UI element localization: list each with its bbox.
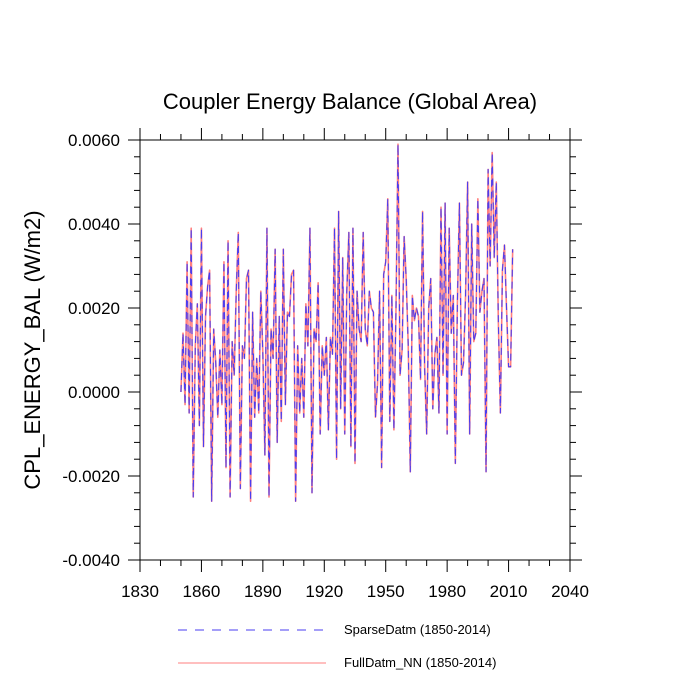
- chart-title: Coupler Energy Balance (Global Area): [163, 89, 537, 114]
- x-tick-label: 1830: [121, 582, 159, 601]
- plot-frame: [139, 139, 571, 561]
- x-tick-label: 1860: [183, 582, 221, 601]
- x-tick-label: 1920: [305, 582, 343, 601]
- series-line-sparsedatm: [180, 143, 514, 502]
- y-tick-label: 0.0020: [68, 299, 120, 318]
- y-axis-label: CPL_ENERGY_BAL (W/m2): [20, 210, 45, 489]
- y-tick-label: 0.0000: [68, 383, 120, 402]
- x-tick-label: 1980: [428, 582, 466, 601]
- legend-label-sparsedatm: SparseDatm (1850-2014): [344, 622, 491, 637]
- x-tick-label: 1890: [244, 582, 282, 601]
- y-tick-label: -0.0040: [62, 551, 120, 570]
- y-tick-label: -0.0020: [62, 467, 120, 486]
- x-tick-label: 2010: [490, 582, 528, 601]
- plot-area: 1830 1860 1890 1920 1950 1980 2010 2040 -0.0040 -…: [62, 128, 589, 601]
- legend-label-fulldatm-nn: FullDatm_NN (1850-2014): [344, 655, 496, 670]
- x-tick-label: 1950: [367, 582, 405, 601]
- y-tick-label: 0.0040: [68, 215, 120, 234]
- legend: SparseDatm (1850-2014) FullDatm_NN (1850…: [178, 622, 496, 670]
- y-tick-label: 0.0060: [68, 131, 120, 150]
- x-tick-label: 2040: [551, 582, 589, 601]
